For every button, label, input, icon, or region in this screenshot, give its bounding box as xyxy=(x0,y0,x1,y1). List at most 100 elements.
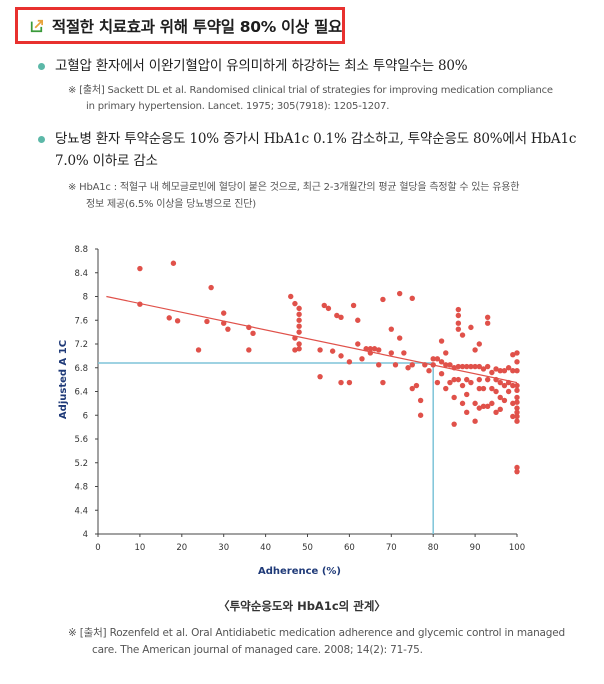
y-tick-label: 7.6 xyxy=(74,316,88,326)
data-point xyxy=(438,359,445,365)
bullet-dot xyxy=(38,136,45,143)
x-tick-label: 30 xyxy=(218,543,229,553)
data-point xyxy=(451,376,457,383)
data-point xyxy=(380,296,386,303)
data-point xyxy=(296,329,302,335)
data-point xyxy=(396,335,403,341)
data-point xyxy=(250,330,256,337)
data-point xyxy=(489,400,495,407)
data-point xyxy=(497,406,503,413)
data-point xyxy=(514,418,520,424)
data-point xyxy=(493,388,499,395)
y-tick-label: 8.8 xyxy=(74,245,88,255)
data-point xyxy=(204,318,210,325)
x-tick-label: 10 xyxy=(134,543,145,553)
data-point xyxy=(472,347,478,353)
data-point xyxy=(208,284,214,291)
data-point xyxy=(451,365,457,371)
y-tick-label: 5.6 xyxy=(74,435,88,445)
y-tick-label: 4.4 xyxy=(74,506,88,516)
data-point xyxy=(350,302,357,309)
data-point xyxy=(514,394,520,401)
bullet-2-note-line2: 정보 제공(6.5% 이상을 당뇨병으로 진단) xyxy=(86,199,256,210)
x-tick-label: 50 xyxy=(302,543,313,553)
data-point xyxy=(338,379,344,386)
data-point xyxy=(489,369,495,376)
x-tick-label: 40 xyxy=(260,543,271,553)
y-tick-label: 8 xyxy=(83,293,88,303)
data-point xyxy=(380,379,386,386)
data-point xyxy=(455,376,462,383)
data-point xyxy=(451,421,457,427)
data-point xyxy=(434,356,441,362)
data-point xyxy=(464,409,470,415)
data-point xyxy=(505,388,512,395)
data-point xyxy=(514,387,520,394)
data-point xyxy=(514,382,520,389)
data-point xyxy=(388,350,394,356)
data-point xyxy=(493,366,499,372)
data-point xyxy=(405,365,411,371)
bullet-1-text: 고혈압 환자에서 이완기혈압이 유의미하게 하강하는 최소 투약일수는 80% xyxy=(55,58,468,74)
data-point xyxy=(510,413,516,420)
data-point xyxy=(480,385,487,392)
data-point xyxy=(426,368,432,374)
bullet-dot xyxy=(38,63,45,70)
data-point xyxy=(417,412,424,418)
data-point xyxy=(501,368,508,374)
data-point xyxy=(510,368,516,374)
data-point xyxy=(476,405,482,411)
data-point xyxy=(472,418,478,424)
chart-caption: 〈투약순응도와 HbA1c의 관계〉 xyxy=(218,599,386,613)
data-point xyxy=(430,356,436,362)
source-note-line2: care. The American journal of managed ca… xyxy=(92,644,423,656)
data-point xyxy=(371,346,378,352)
y-tick-label: 7.2 xyxy=(74,340,88,350)
data-point xyxy=(505,365,512,371)
x-axis-label: Adherence (%) xyxy=(258,566,341,577)
data-point xyxy=(459,382,466,389)
data-point xyxy=(484,376,491,383)
data-point xyxy=(459,400,466,407)
data-point xyxy=(455,312,462,319)
data-point xyxy=(317,347,323,353)
data-point xyxy=(447,379,453,386)
data-point xyxy=(409,362,415,368)
x-tick-label: 80 xyxy=(428,543,439,553)
data-point xyxy=(514,368,520,374)
data-point xyxy=(367,346,374,352)
data-point xyxy=(459,363,466,370)
data-point xyxy=(288,293,294,300)
data-point xyxy=(355,341,361,347)
y-tick-label: 8.4 xyxy=(74,269,88,279)
data-point xyxy=(514,405,520,411)
data-point xyxy=(510,351,516,358)
data-point xyxy=(468,324,474,331)
data-point xyxy=(464,391,470,398)
data-point xyxy=(396,290,403,297)
bullet-2-text-line2: 7.0% 이하로 감소 xyxy=(55,153,158,169)
data-point xyxy=(388,326,394,332)
data-point xyxy=(409,295,415,301)
bullet-2-text-line1: 당뇨병 환자 투약순응도 10% 증가시 HbA1c 0.1% 감소하고, 투약… xyxy=(55,131,577,147)
data-point xyxy=(363,346,369,352)
data-point xyxy=(321,302,327,309)
data-point xyxy=(137,265,143,272)
data-point xyxy=(476,341,482,347)
data-point xyxy=(480,403,487,410)
data-point xyxy=(355,317,361,323)
x-tick-label: 70 xyxy=(386,543,397,553)
data-point xyxy=(489,385,495,392)
y-tick-label: 5.2 xyxy=(74,459,88,469)
data-point xyxy=(443,362,449,368)
data-point xyxy=(497,368,503,374)
data-point xyxy=(451,394,457,401)
data-point xyxy=(464,363,470,370)
data-point xyxy=(422,362,428,368)
data-point xyxy=(514,409,520,415)
y-tick-label: 6.4 xyxy=(74,388,88,398)
data-point xyxy=(296,341,302,347)
data-point xyxy=(514,413,520,420)
data-point xyxy=(292,300,298,307)
data-point xyxy=(221,310,227,316)
